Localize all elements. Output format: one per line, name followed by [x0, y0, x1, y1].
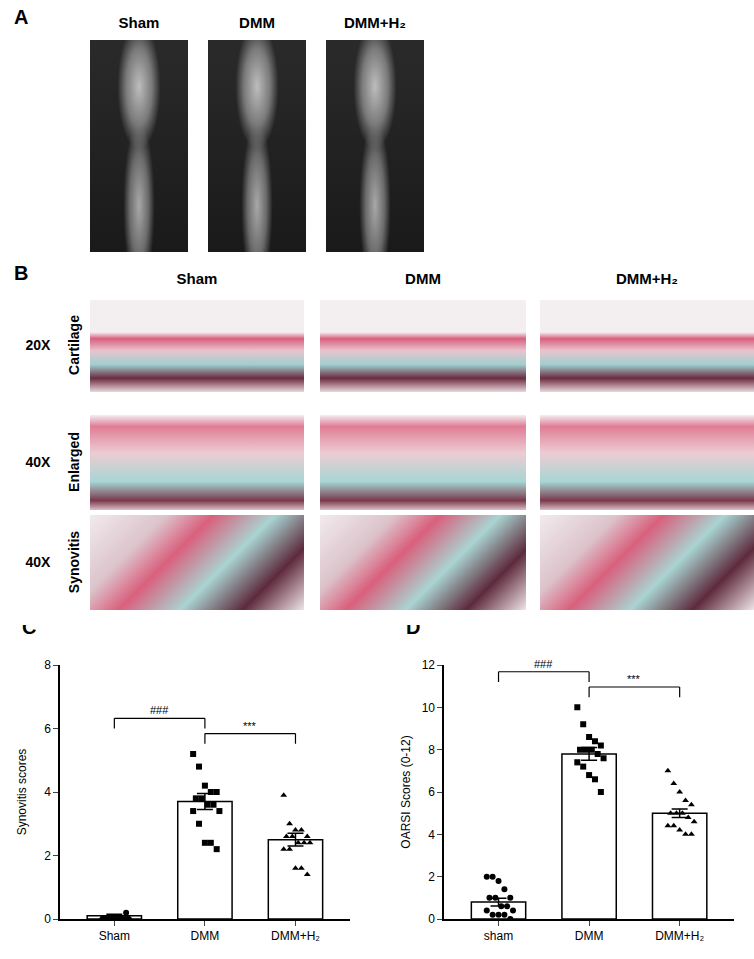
- svg-text:C: C: [22, 625, 36, 638]
- html-text:Synovitis: Synovitis: [66, 530, 82, 593]
- svg-text:DMM: DMM: [575, 929, 604, 943]
- svg-text:Synovitis scores: Synovitis scores: [15, 749, 29, 836]
- svg-text:DMM+H₂: DMM+H₂: [271, 929, 320, 943]
- svg-text:12: 12: [422, 658, 436, 672]
- html-text:DMM+H₂: DMM+H₂: [616, 270, 678, 287]
- svg-text:10: 10: [422, 701, 436, 715]
- html-text:DMM+H₂: DMM+H₂: [344, 14, 406, 31]
- svg-text:4: 4: [44, 785, 51, 799]
- svg-text:###: ###: [150, 704, 169, 716]
- html-text:Sham: Sham: [176, 270, 218, 287]
- svg-text:0: 0: [428, 912, 435, 926]
- html-text:40X: 40X: [25, 553, 51, 570]
- html-text:DMM: DMM: [239, 14, 275, 31]
- svg-text:Sham: Sham: [99, 929, 130, 943]
- svg-text:8: 8: [428, 743, 435, 757]
- svg-text:2: 2: [428, 870, 435, 884]
- html-text:B: B: [14, 262, 29, 284]
- html-text:Enlarged: Enlarged: [66, 431, 82, 492]
- html-text:20X: 20X: [25, 337, 51, 353]
- html-text:Sham: Sham: [118, 14, 160, 31]
- svg-text:DMM+H₂: DMM+H₂: [655, 929, 704, 943]
- svg-text:DMM: DMM: [191, 929, 220, 943]
- html-text:Cartilage: Cartilage: [66, 315, 82, 375]
- svg-text:sham: sham: [484, 929, 513, 943]
- html-text:A: A: [14, 6, 29, 28]
- svg-text:6: 6: [44, 722, 51, 736]
- svg-text:6: 6: [428, 785, 435, 799]
- svg-text:8: 8: [44, 658, 51, 672]
- svg-text:D: D: [406, 625, 420, 638]
- svg-text:###: ###: [534, 658, 553, 670]
- html-text:40X: 40X: [25, 453, 51, 470]
- svg-text:***: ***: [243, 720, 257, 732]
- svg-text:0: 0: [44, 912, 51, 926]
- svg-text:***: ***: [627, 673, 641, 685]
- svg-text:4: 4: [428, 828, 435, 842]
- svg-text:2: 2: [44, 849, 51, 863]
- html-text:DMM: DMM: [405, 270, 441, 287]
- svg-text:OARSI Scores (0-12): OARSI Scores (0-12): [399, 735, 413, 848]
